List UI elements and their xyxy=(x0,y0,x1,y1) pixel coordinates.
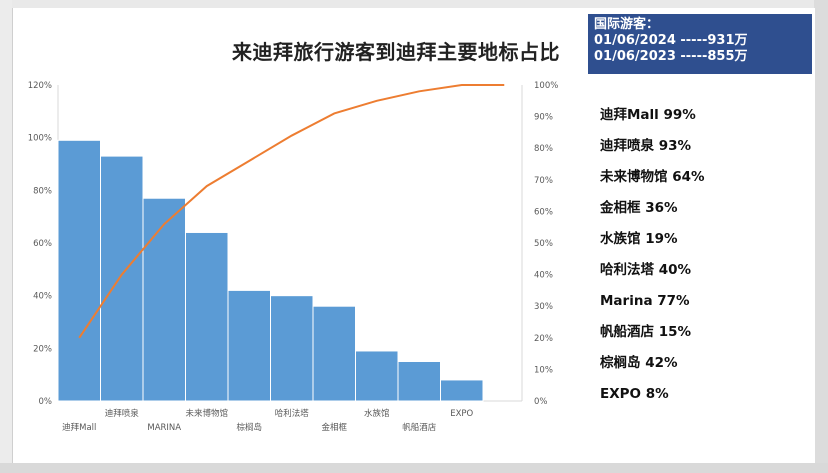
category-label: 迪拜喷泉 xyxy=(105,408,140,419)
category-label: 帆船酒店 xyxy=(402,422,437,433)
right-tick-label: 80% xyxy=(534,144,553,154)
window-frame-bottom xyxy=(0,463,828,473)
list-item: EXPO 8% xyxy=(600,386,669,402)
category-label: 未来博物馆 xyxy=(185,408,228,419)
left-tick-label: 60% xyxy=(33,239,52,249)
right-tick-label: 90% xyxy=(534,113,553,123)
left-tick-label: 40% xyxy=(33,292,52,302)
info-line-2024: 01/06/2024 -----931万 xyxy=(594,33,748,48)
list-item: 哈利法塔 40% xyxy=(600,262,692,278)
right-tick-label: 40% xyxy=(534,271,553,281)
list-item: 帆船酒店 15% xyxy=(600,324,692,340)
list-item: 棕榈岛 42% xyxy=(600,355,678,371)
info-heading: 国际游客： xyxy=(594,17,660,32)
bar xyxy=(227,289,271,402)
bar xyxy=(57,139,101,402)
visitor-info-box: 国际游客： 01/06/2024 -----931万 01/06/2023 --… xyxy=(588,14,812,74)
bar xyxy=(312,305,356,402)
list-item: 未来博物馆 64% xyxy=(600,169,705,185)
bar xyxy=(440,379,484,402)
right-tick-label: 10% xyxy=(534,365,553,375)
cumulative-line xyxy=(78,84,505,339)
left-tick-label: 120% xyxy=(28,81,52,91)
list-item: 金相框 36% xyxy=(600,200,678,216)
bar xyxy=(397,361,441,402)
right-tick-label: 100% xyxy=(534,81,558,91)
list-item: 迪拜喷泉 93% xyxy=(600,138,692,154)
left-tick-label: 20% xyxy=(33,344,52,354)
right-tick-label: 70% xyxy=(534,176,553,186)
chart-title: 来迪拜旅行游客到迪拜主要地标占比 xyxy=(232,40,560,64)
landmark-percent-list: 迪拜Mall 99% 迪拜喷泉 93% 未来博物馆 64% 金相框 36% 水族… xyxy=(600,100,705,410)
list-item: 水族馆 19% xyxy=(600,231,678,247)
bar xyxy=(100,155,144,402)
list-item: Marina 77% xyxy=(600,293,690,309)
category-label: 金相框 xyxy=(321,422,347,433)
right-tick-label: 50% xyxy=(534,239,553,249)
bar xyxy=(355,350,399,402)
category-label: EXPO xyxy=(450,409,473,419)
right-tick-label: 0% xyxy=(534,397,548,407)
right-tick-label: 20% xyxy=(534,334,553,344)
category-label: 哈利法塔 xyxy=(275,408,310,419)
left-tick-label: 80% xyxy=(33,186,52,196)
left-tick-label: 100% xyxy=(28,134,52,144)
bar xyxy=(185,231,229,402)
category-label: 棕榈岛 xyxy=(236,422,262,433)
category-label: 迪拜Mall xyxy=(62,422,96,433)
window-frame-top xyxy=(0,0,828,8)
list-item: 迪拜Mall 99% xyxy=(600,107,696,123)
bar xyxy=(270,295,314,402)
right-tick-label: 30% xyxy=(534,302,553,312)
bar xyxy=(142,197,186,402)
category-label: MARINA xyxy=(147,423,181,433)
category-label: 水族馆 xyxy=(364,408,390,419)
window-frame-left xyxy=(0,0,12,473)
right-tick-label: 60% xyxy=(534,207,553,217)
window-frame-right xyxy=(814,0,828,473)
left-tick-label: 0% xyxy=(39,397,53,407)
info-line-2023: 01/06/2023 -----855万 xyxy=(594,49,748,64)
